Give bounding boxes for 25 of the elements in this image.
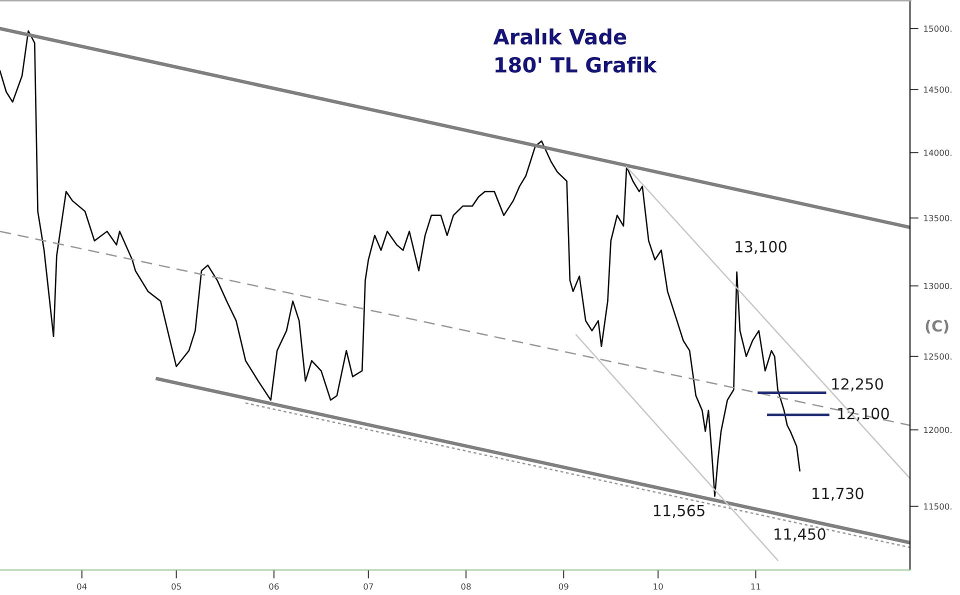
text: Aralık Vade 180' TL Grafik (493, 28, 657, 73)
x-tick-label: 06 (269, 583, 279, 590)
x-tick-label: 05 (172, 583, 181, 590)
annotation: 11,450 (774, 528, 826, 542)
line-series (0, 30, 800, 497)
x-tick-label: 10 (654, 583, 663, 590)
annotation: 11,730 (812, 488, 864, 501)
y-tick-label: 14500. (924, 86, 952, 93)
y-tick-label: 15000. (924, 26, 952, 32)
x-tick-label: 08 (461, 583, 471, 590)
y-tick-label: 14000. (924, 150, 952, 156)
y-tick-label: 11500. (924, 503, 952, 510)
y-tick-label: 13000. (924, 282, 952, 290)
x-tick-label: 09 (558, 583, 568, 590)
annotation: 11,565 (654, 504, 704, 518)
x-tick-label: 11 (751, 583, 760, 590)
annotation: 13,100 (736, 240, 786, 254)
annotation: 12,250 (832, 378, 883, 392)
annotation: 12,100 (838, 408, 889, 421)
text: (C) (926, 320, 948, 334)
y-tick-label: 12500. (924, 353, 952, 360)
y-tick-label: 12000. (924, 426, 952, 434)
x-tick-label: 07 (364, 583, 373, 590)
y-tick-label: 13500. (924, 214, 952, 222)
x-tick-label: 04 (77, 583, 87, 590)
